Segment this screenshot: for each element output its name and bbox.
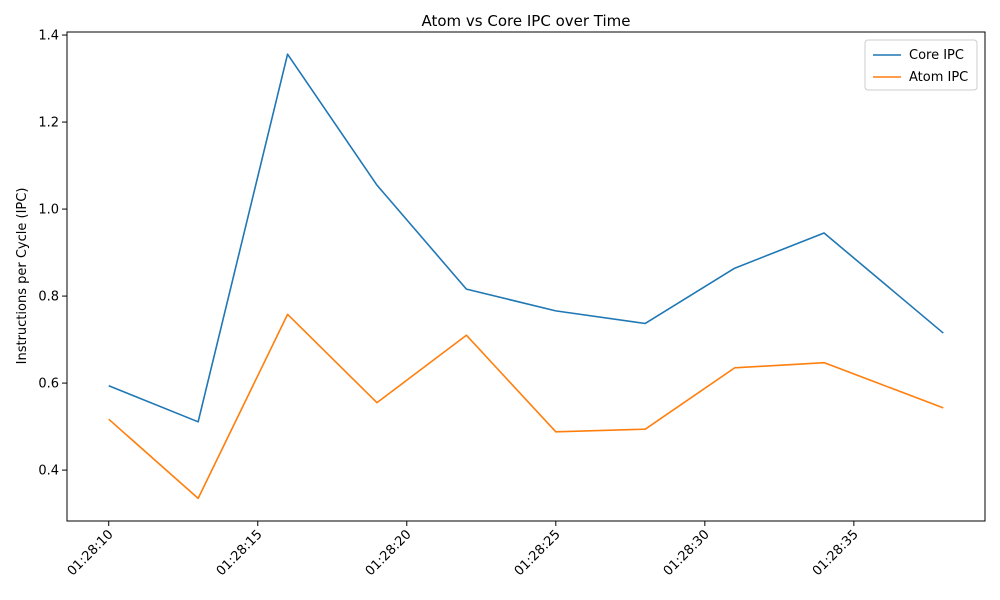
y-tick-label: 1.2 xyxy=(38,116,59,131)
x-tick-label: 01:28:15 xyxy=(214,527,266,579)
legend-label-core-ipc: Core IPC xyxy=(909,48,964,63)
y-tick-label: 0.6 xyxy=(38,377,59,392)
x-tick-label: 01:28:35 xyxy=(810,527,862,579)
x-tick-label: 01:28:10 xyxy=(65,527,117,579)
y-tick-label: 0.8 xyxy=(38,290,59,305)
y-axis-label: Instructions per Cycle (IPC) xyxy=(15,188,30,365)
plot-frame xyxy=(66,31,986,522)
y-tick-label: 1.0 xyxy=(38,203,59,218)
x-tick-label: 01:28:25 xyxy=(512,527,564,579)
series-line-core-ipc xyxy=(108,53,944,423)
legend-label-atom-ipc: Atom IPC xyxy=(909,70,968,85)
y-tick-label: 0.4 xyxy=(38,464,59,479)
x-tick-label: 01:28:20 xyxy=(363,527,415,579)
y-tick-label: 1.4 xyxy=(38,29,59,44)
series-line-atom-ipc xyxy=(108,313,944,500)
x-tick-label: 01:28:30 xyxy=(661,527,713,579)
legend: Core IPC Atom IPC xyxy=(864,39,978,91)
chart-title: Atom vs Core IPC over Time xyxy=(421,12,630,30)
